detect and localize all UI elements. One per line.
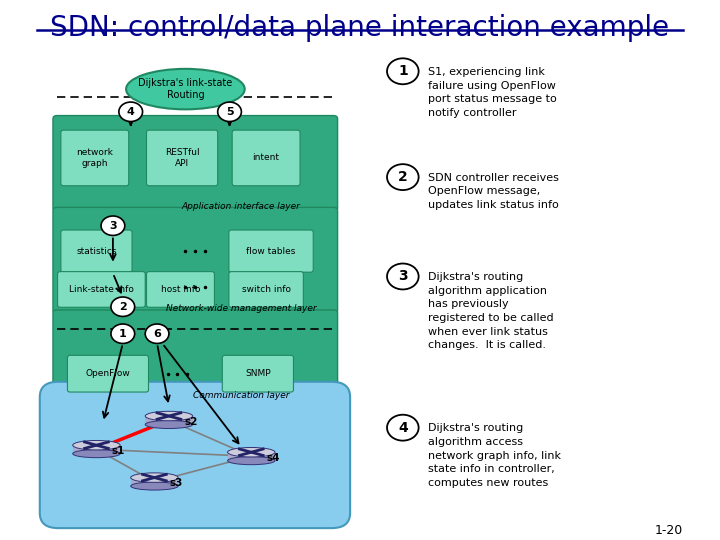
Text: 3: 3 — [109, 221, 117, 231]
Ellipse shape — [228, 448, 275, 457]
Ellipse shape — [131, 473, 178, 482]
FancyBboxPatch shape — [40, 382, 350, 528]
Text: 5: 5 — [226, 107, 233, 117]
Circle shape — [119, 102, 143, 122]
Circle shape — [217, 102, 241, 122]
Text: S1, experiencing link
failure using OpenFlow
port status message to
notify contr: S1, experiencing link failure using Open… — [428, 67, 557, 118]
Text: SDN: control/data plane interaction example: SDN: control/data plane interaction exam… — [50, 14, 670, 42]
Text: Application interface layer: Application interface layer — [182, 202, 301, 211]
Text: 4: 4 — [398, 421, 408, 435]
Ellipse shape — [131, 482, 178, 490]
Text: s3: s3 — [170, 478, 183, 488]
FancyBboxPatch shape — [229, 230, 313, 272]
Text: host info: host info — [161, 285, 200, 294]
FancyBboxPatch shape — [229, 272, 303, 307]
FancyBboxPatch shape — [147, 130, 217, 186]
FancyBboxPatch shape — [131, 477, 178, 486]
Text: RESTful
API: RESTful API — [165, 148, 199, 167]
Text: s2: s2 — [184, 416, 198, 427]
Ellipse shape — [73, 450, 120, 458]
Text: intent: intent — [253, 153, 279, 163]
Circle shape — [387, 58, 418, 84]
FancyBboxPatch shape — [73, 445, 120, 454]
Text: switch info: switch info — [242, 285, 291, 294]
Text: OpenFlow: OpenFlow — [86, 369, 130, 378]
Text: s1: s1 — [112, 446, 125, 456]
FancyBboxPatch shape — [222, 355, 294, 392]
Ellipse shape — [126, 69, 245, 109]
Text: 2: 2 — [119, 302, 127, 312]
Ellipse shape — [73, 441, 120, 450]
FancyBboxPatch shape — [53, 310, 338, 400]
Circle shape — [111, 324, 135, 343]
Text: flow tables: flow tables — [246, 247, 296, 255]
Circle shape — [101, 216, 125, 235]
Text: SDN controller receives
OpenFlow message,
updates link status info: SDN controller receives OpenFlow message… — [428, 173, 559, 210]
Circle shape — [387, 264, 418, 289]
FancyBboxPatch shape — [53, 207, 338, 314]
Ellipse shape — [228, 457, 275, 465]
Ellipse shape — [145, 411, 193, 421]
Text: 1: 1 — [398, 64, 408, 78]
FancyBboxPatch shape — [61, 230, 132, 272]
Circle shape — [387, 415, 418, 441]
Text: 3: 3 — [398, 269, 408, 284]
Text: SNMP: SNMP — [245, 369, 271, 378]
FancyBboxPatch shape — [58, 272, 145, 307]
Text: Dijkstra's routing
algorithm application
has previously
registered to be called
: Dijkstra's routing algorithm application… — [428, 272, 554, 350]
Circle shape — [145, 324, 169, 343]
Text: Dijkstra's routing
algorithm access
network graph info, link
state info in contr: Dijkstra's routing algorithm access netw… — [428, 423, 561, 488]
Text: Link-state info: Link-state info — [69, 285, 134, 294]
Text: network
graph: network graph — [76, 148, 113, 167]
Text: 2: 2 — [398, 170, 408, 184]
FancyBboxPatch shape — [232, 130, 300, 186]
Text: Dijkstra's link-state
Routing: Dijkstra's link-state Routing — [138, 78, 233, 100]
Text: Network-wide management layer: Network-wide management layer — [166, 305, 317, 313]
Text: Communication layer: Communication layer — [193, 391, 289, 400]
FancyBboxPatch shape — [228, 452, 275, 461]
FancyBboxPatch shape — [53, 116, 338, 211]
Ellipse shape — [145, 421, 193, 429]
Text: 4: 4 — [127, 107, 135, 117]
FancyBboxPatch shape — [145, 416, 193, 424]
Circle shape — [387, 164, 418, 190]
FancyBboxPatch shape — [61, 130, 129, 186]
FancyBboxPatch shape — [147, 272, 215, 307]
Text: 1: 1 — [119, 329, 127, 339]
Text: 6: 6 — [153, 329, 161, 339]
FancyBboxPatch shape — [68, 355, 148, 392]
Circle shape — [111, 297, 135, 316]
Text: s4: s4 — [266, 453, 280, 463]
Text: 1-20: 1-20 — [654, 524, 683, 537]
Text: statistics: statistics — [76, 247, 117, 255]
